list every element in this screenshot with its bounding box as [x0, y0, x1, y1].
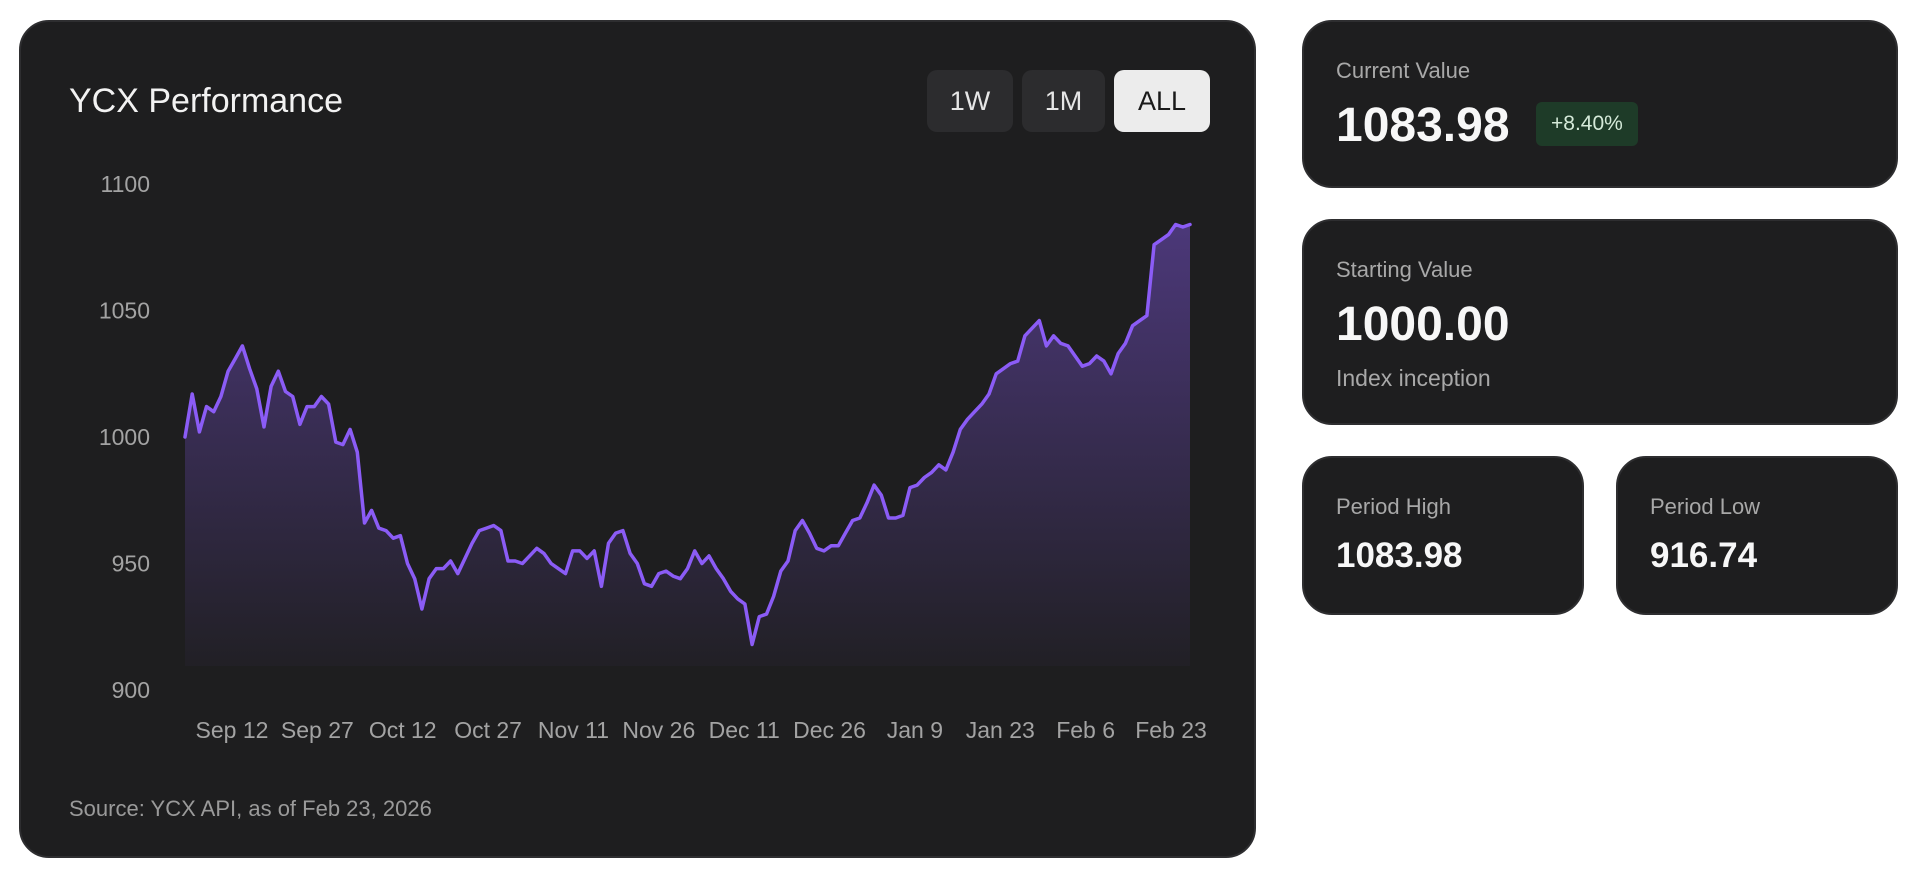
y-tick-label: 1100 [101, 171, 150, 197]
source-note: Source: YCX API, as of Feb 23, 2026 [69, 796, 432, 821]
chart-title: YCX Performance [69, 82, 343, 120]
y-tick-label: 1000 [99, 424, 150, 450]
x-tick-label: Oct 12 [369, 717, 437, 743]
starting-value: 1000.00 [1336, 298, 1510, 351]
x-tick-label: Jan 23 [966, 717, 1035, 743]
period-high-label: Period High [1336, 494, 1451, 519]
starting-value-card: Starting Value 1000.00 Index inception [1302, 219, 1898, 425]
x-tick-label: Sep 27 [281, 717, 354, 743]
y-tick-label: 1050 [99, 298, 150, 324]
area-fill [185, 224, 1190, 666]
x-tick-label: Dec 26 [793, 717, 866, 743]
period-high-card: Period High 1083.98 [1302, 456, 1584, 615]
current-value-label: Current Value [1336, 58, 1471, 83]
change-badge: +8.40% [1536, 102, 1638, 146]
x-tick-label: Jan 9 [887, 717, 943, 743]
range-1w-button[interactable]: 1W [927, 70, 1013, 132]
x-tick-label: Feb 6 [1056, 717, 1115, 743]
inception-note: Index inception [1336, 365, 1491, 391]
x-tick-label: Sep 12 [196, 717, 269, 743]
performance-chart: 1100 1050 1000 950 900 Sep 12 Sep 27 Oct 12 Oct… [99, 171, 1207, 743]
current-value-card: Current Value 1083.98 +8.40% [1302, 20, 1898, 188]
y-tick-label: 950 [112, 551, 150, 577]
x-tick-label: Oct 27 [454, 717, 522, 743]
x-tick-label: Nov 26 [622, 717, 695, 743]
range-all-button[interactable]: ALL [1114, 70, 1210, 132]
series-line [183, 222, 1192, 647]
y-tick-label: 900 [112, 677, 150, 703]
range-selector: 1W 1M ALL [927, 70, 1210, 132]
period-low-value: 916.74 [1650, 536, 1758, 575]
period-high-value: 1083.98 [1336, 536, 1463, 575]
starting-value-label: Starting Value [1336, 257, 1473, 282]
chart-card: YCX Performance 1W 1M ALL 1100 1050 1000 95… [19, 20, 1256, 858]
x-tick-label: Feb 23 [1135, 717, 1207, 743]
x-tick-label: Nov 11 [538, 717, 609, 743]
period-low-label: Period Low [1650, 494, 1761, 519]
x-tick-label: Dec 11 [709, 717, 780, 743]
range-1m-button[interactable]: 1M [1022, 70, 1105, 132]
current-value: 1083.98 [1336, 99, 1510, 152]
period-low-card: Period Low 916.74 [1616, 456, 1898, 615]
